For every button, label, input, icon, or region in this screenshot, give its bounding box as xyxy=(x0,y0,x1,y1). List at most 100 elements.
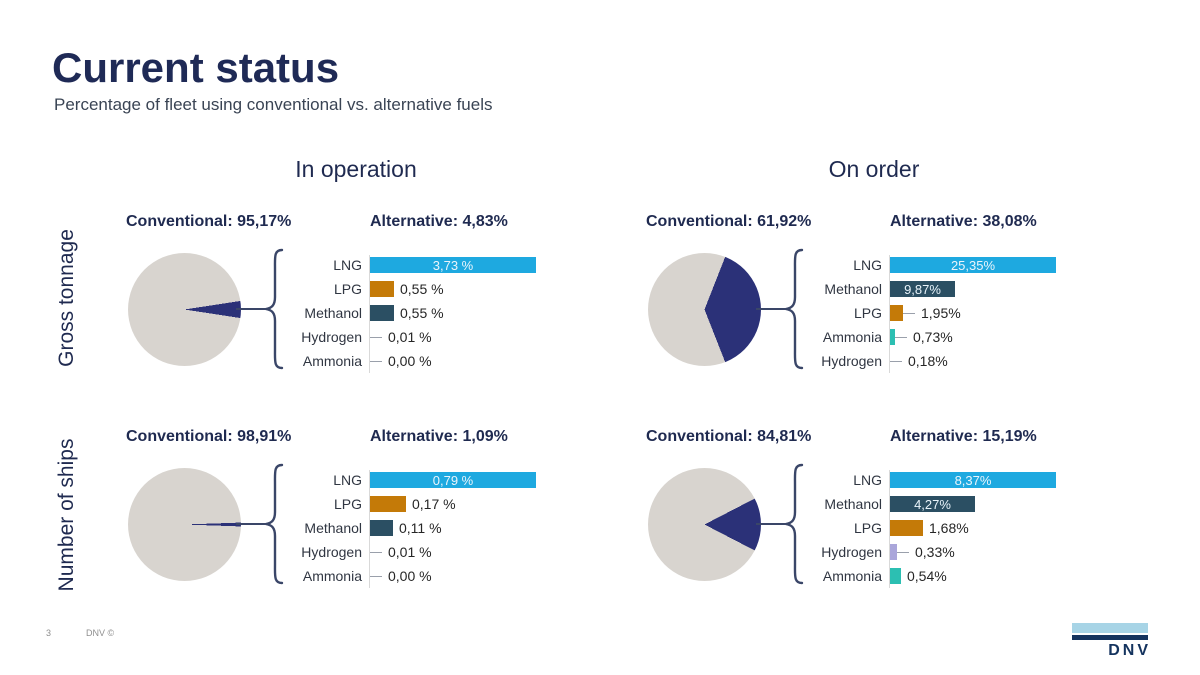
bar-axis-line xyxy=(369,255,370,373)
fuel-label-lpg: LPG xyxy=(333,281,362,297)
alternative-share-label: Alternative: 38,08% xyxy=(890,213,1037,230)
bar-lpg xyxy=(370,281,394,297)
bar-methanol: 4,27% xyxy=(890,496,975,512)
bar-zone: 0,00 % xyxy=(370,564,575,588)
fuel-label-methanol: Methanol xyxy=(304,520,362,536)
dnv-logo-text: DNV xyxy=(1108,642,1151,659)
bar-methanol xyxy=(370,520,393,536)
bar-value: 1,68% xyxy=(929,520,969,536)
bar-zone: 0,79 % xyxy=(370,468,575,492)
bar-axis-line xyxy=(889,470,890,588)
fuel-label-ammonia: Ammonia xyxy=(302,568,362,584)
value-leader-dash xyxy=(890,360,902,362)
bar-row: Ammonia 0,00 % xyxy=(240,349,575,373)
pie-leader-line xyxy=(236,308,266,310)
fuel-label-methanol: Methanol xyxy=(824,281,882,297)
bar-row: LPG 0,55 % xyxy=(240,277,575,301)
chart-gross-tonnage-in-operation: Conventional: 95,17% Alternative: 4,83% … xyxy=(90,205,580,415)
bar-row: LPG 1,68% xyxy=(760,516,1095,540)
bar-lng: 3,73 % xyxy=(370,257,536,273)
bar-row: LNG 3,73 % xyxy=(240,253,575,277)
bar-value: 0,01 % xyxy=(388,544,432,560)
bar-value: 0,54% xyxy=(907,568,947,584)
value-leader-dash xyxy=(897,551,909,553)
bar-rows: LNG 3,73 % LPG 0,55 % Methanol 0,55 % Hydrogen… xyxy=(240,253,575,373)
conventional-share-label: Conventional: 61,92% xyxy=(646,213,812,230)
bar-zone: 0,01 % xyxy=(370,325,575,349)
bar-value: 0,11 % xyxy=(399,520,442,536)
bar-value: 0,33% xyxy=(915,544,955,560)
pie-chart xyxy=(648,253,761,366)
fuel-label-lng: LNG xyxy=(333,472,362,488)
bar-value: 0,00 % xyxy=(388,568,432,584)
bar-row: LPG 1,95% xyxy=(760,301,1095,325)
page-title: Current status xyxy=(52,44,340,91)
page-number: 3 xyxy=(46,628,52,638)
bar-rows: LNG 25,35% Methanol 9,87% LPG 1,95% Ammonia 0,7… xyxy=(760,253,1095,373)
fuel-label-hydrogen: Hydrogen xyxy=(301,544,362,560)
value-leader-dash xyxy=(895,336,907,338)
bar-zone: 0,11 % xyxy=(370,516,575,540)
pie-leader-line xyxy=(756,523,786,525)
fuel-label-lng: LNG xyxy=(853,257,882,273)
bar-lng: 25,35% xyxy=(890,257,1056,273)
bar-ammonia xyxy=(890,329,895,345)
dnv-logo-light-bar xyxy=(1072,623,1148,633)
value-leader-dash xyxy=(370,575,382,577)
pie-chart xyxy=(648,468,761,581)
fuel-label-lpg: LPG xyxy=(853,520,882,536)
bar-hydrogen xyxy=(890,544,897,560)
bar-zone: 1,68% xyxy=(890,516,1095,540)
footer-copyright: DNV © xyxy=(86,628,115,638)
bar-zone: 8,37% xyxy=(890,468,1095,492)
bar-zone: 3,73 % xyxy=(370,253,575,277)
bar-lpg xyxy=(370,496,406,512)
fuel-label-hydrogen: Hydrogen xyxy=(301,329,362,345)
bar-row: Hydrogen 0,01 % xyxy=(240,325,575,349)
bar-value: 0,55 % xyxy=(400,281,444,297)
bar-zone: 0,55 % xyxy=(370,277,575,301)
curly-brace xyxy=(784,248,804,370)
value-leader-dash xyxy=(370,360,382,362)
bar-axis-line xyxy=(369,470,370,588)
curly-brace xyxy=(264,248,284,370)
bar-zone: 0,18% xyxy=(890,349,1095,373)
chart-number-of-ships-on-order: Conventional: 84,81% Alternative: 15,19%… xyxy=(610,420,1100,630)
conventional-share-label: Conventional: 98,91% xyxy=(126,428,292,445)
bar-zone: 0,01 % xyxy=(370,540,575,564)
fuel-label-lng: LNG xyxy=(333,257,362,273)
bar-lng: 0,79 % xyxy=(370,472,536,488)
dnv-logo: DNV xyxy=(1072,623,1148,660)
bar-axis-line xyxy=(889,255,890,373)
bar-rows: LNG 8,37% Methanol 4,27% LPG 1,68% Hydrogen 0,3… xyxy=(760,468,1095,588)
bar-value: 0,17 % xyxy=(412,496,456,512)
pie-leader-line xyxy=(236,523,266,525)
fuel-label-ammonia: Ammonia xyxy=(302,353,362,369)
bar-zone: 0,73% xyxy=(890,325,1095,349)
bar-value: 1,95% xyxy=(921,305,961,321)
conventional-share-label: Conventional: 84,81% xyxy=(646,428,812,445)
column-header-on-order: On order xyxy=(828,156,920,182)
bar-zone: 9,87% xyxy=(890,277,1095,301)
value-leader-dash xyxy=(370,551,382,553)
value-leader-dash xyxy=(903,312,915,314)
bar-row: Ammonia 0,54% xyxy=(760,564,1095,588)
bar-zone: 0,55 % xyxy=(370,301,575,325)
bar-row: Methanol 0,11 % xyxy=(240,516,575,540)
bar-row: Ammonia 0,73% xyxy=(760,325,1095,349)
bar-value: 0,00 % xyxy=(388,353,432,369)
bar-lpg xyxy=(890,520,923,536)
chart-number-of-ships-in-operation: Conventional: 98,91% Alternative: 1,09% … xyxy=(90,420,580,630)
page-subtitle: Percentage of fleet using conventional v… xyxy=(54,95,493,114)
curly-brace xyxy=(264,463,284,585)
bar-row: Methanol 0,55 % xyxy=(240,301,575,325)
bar-zone: 0,00 % xyxy=(370,349,575,373)
fuel-label-methanol: Methanol xyxy=(824,496,882,512)
bar-row: Ammonia 0,00 % xyxy=(240,564,575,588)
bar-row: Hydrogen 0,01 % xyxy=(240,540,575,564)
alternative-share-label: Alternative: 1,09% xyxy=(370,428,508,445)
curly-brace xyxy=(784,463,804,585)
bar-rows: LNG 0,79 % LPG 0,17 % Methanol 0,11 % Hydrogen… xyxy=(240,468,575,588)
bar-value: 0,73% xyxy=(913,329,953,345)
